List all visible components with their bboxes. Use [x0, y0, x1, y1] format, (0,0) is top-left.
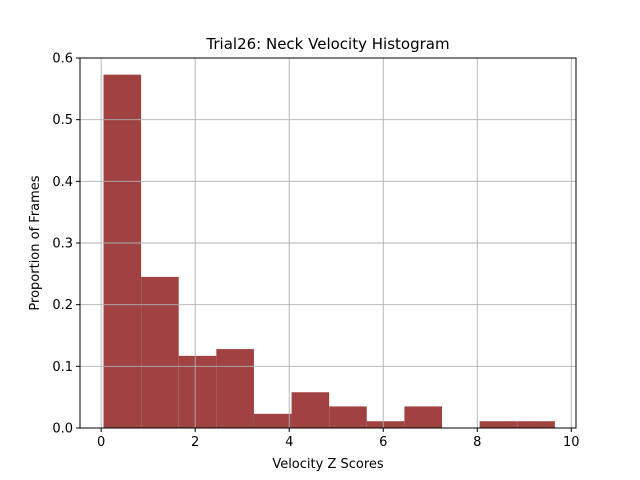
x-axis-label: Velocity Z Scores: [272, 457, 384, 472]
x-tick-label: 10: [563, 435, 580, 450]
histogram-bar: [479, 421, 518, 428]
x-tick-label: 2: [191, 435, 199, 450]
histogram-bar: [291, 392, 330, 428]
y-tick-label: 0.1: [52, 360, 73, 375]
y-axis-ticks: 0.0 0.1 0.2 0.3 0.4 0.5 0.6: [52, 52, 80, 437]
x-tick-label: 0: [97, 435, 105, 450]
x-axis-ticks: 0 2 4 6 8 10: [97, 428, 580, 450]
y-tick-label: 0.4: [52, 175, 73, 190]
histogram-bar: [517, 421, 555, 428]
histogram-bar: [366, 421, 405, 428]
histogram-bar: [404, 406, 443, 428]
histogram-bar: [141, 276, 179, 428]
histogram-bar: [178, 355, 217, 428]
x-tick-label: 6: [379, 435, 387, 450]
histogram-bar: [216, 349, 254, 428]
y-tick-label: 0.0: [52, 422, 73, 437]
y-tick-label: 0.3: [52, 237, 73, 252]
chart-title: Trial26: Neck Velocity Histogram: [205, 35, 449, 53]
grid-overlay: [80, 57, 576, 429]
histogram-bar: [253, 413, 292, 428]
x-tick-label: 4: [285, 435, 293, 450]
y-tick-label: 0.2: [52, 298, 73, 313]
y-axis-label: Proportion of Frames: [28, 175, 43, 310]
histogram-bar: [329, 406, 367, 428]
histogram-bars: [103, 74, 555, 429]
x-tick-label: 8: [473, 435, 481, 450]
histogram-bar: [103, 74, 142, 429]
y-tick-label: 0.6: [52, 52, 73, 67]
y-tick-label: 0.5: [52, 113, 73, 128]
